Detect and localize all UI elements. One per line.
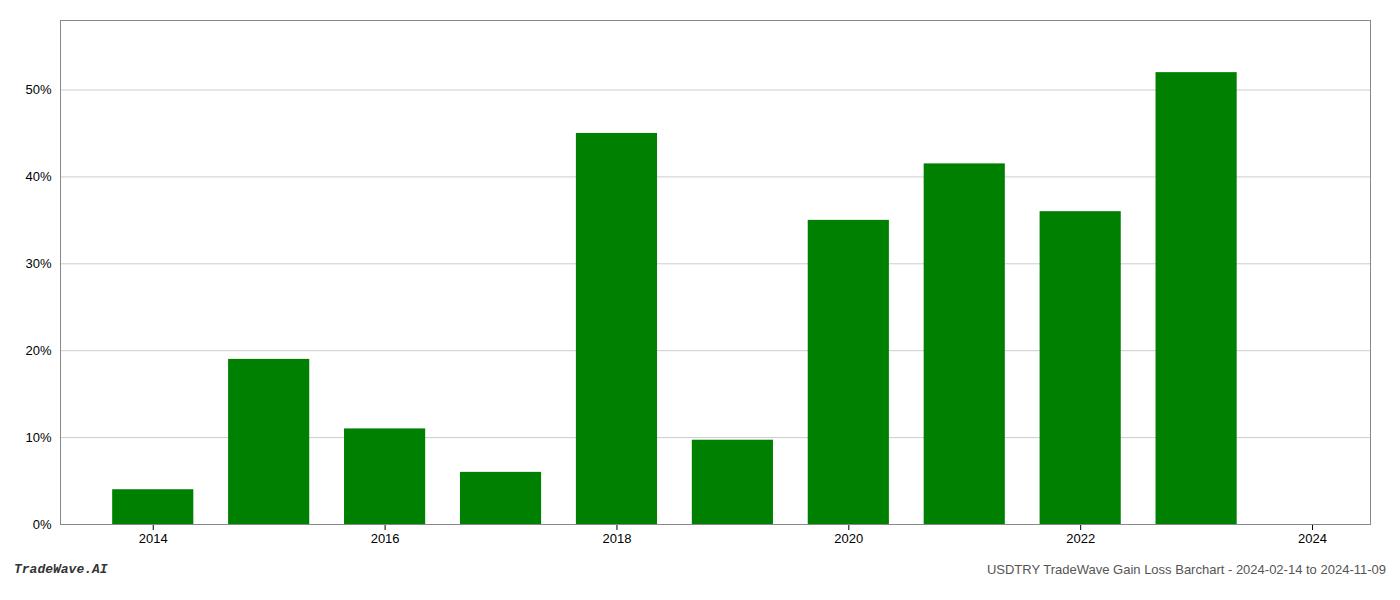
svg-text:10%: 10% [25, 430, 51, 445]
svg-text:2018: 2018 [602, 531, 631, 546]
svg-text:2014: 2014 [139, 531, 168, 546]
svg-text:30%: 30% [25, 256, 51, 271]
svg-text:0%: 0% [33, 517, 52, 532]
svg-text:40%: 40% [25, 169, 51, 184]
svg-text:2016: 2016 [371, 531, 400, 546]
svg-text:20%: 20% [25, 343, 51, 358]
svg-text:2020: 2020 [834, 531, 863, 546]
html-text:TradeWave.AI: TradeWave.AI [14, 562, 108, 577]
svg-text:50%: 50% [25, 82, 51, 97]
svg-text:2024: 2024 [1298, 531, 1327, 546]
html-text:USDTRY TradeWave Gain Loss Bar: USDTRY TradeWave Gain Loss Barchart - 20… [986, 562, 1386, 577]
svg-text:2022: 2022 [1066, 531, 1095, 546]
